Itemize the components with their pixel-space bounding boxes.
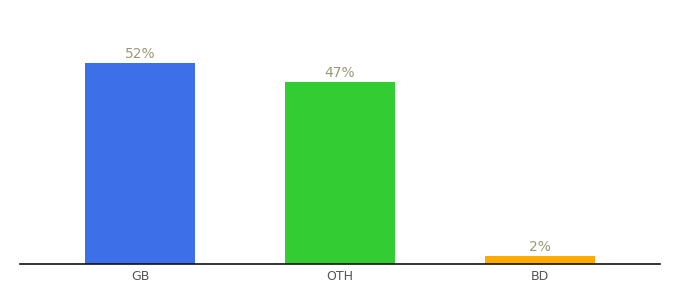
Text: 52%: 52% [125,47,156,61]
Bar [85,63,195,264]
Bar [485,256,595,264]
Text: 47%: 47% [324,66,356,80]
Bar [285,82,395,264]
Text: 2%: 2% [529,240,551,254]
